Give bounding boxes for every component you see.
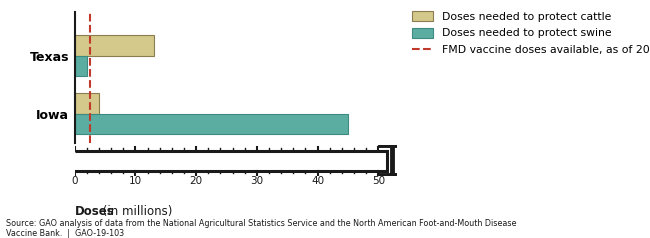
Legend: Doses needed to protect cattle, Doses needed to protect swine, FMD vaccine doses: Doses needed to protect cattle, Doses ne… bbox=[411, 11, 650, 55]
Text: Source: GAO analysis of data from the National Agricultural Statistics Service a: Source: GAO analysis of data from the Na… bbox=[6, 218, 517, 238]
Text: 50: 50 bbox=[372, 175, 385, 185]
Bar bbox=[75, 35, 153, 55]
Bar bbox=[75, 93, 99, 114]
Polygon shape bbox=[61, 151, 75, 171]
Text: 10: 10 bbox=[129, 175, 142, 185]
Text: 20: 20 bbox=[190, 175, 203, 185]
Text: (in millions): (in millions) bbox=[99, 205, 173, 218]
Text: 40: 40 bbox=[311, 175, 324, 185]
Bar bbox=[75, 55, 87, 76]
Text: 30: 30 bbox=[250, 175, 263, 185]
Text: 0: 0 bbox=[72, 175, 78, 185]
Text: Doses: Doses bbox=[75, 205, 114, 218]
Bar bbox=[75, 114, 348, 134]
